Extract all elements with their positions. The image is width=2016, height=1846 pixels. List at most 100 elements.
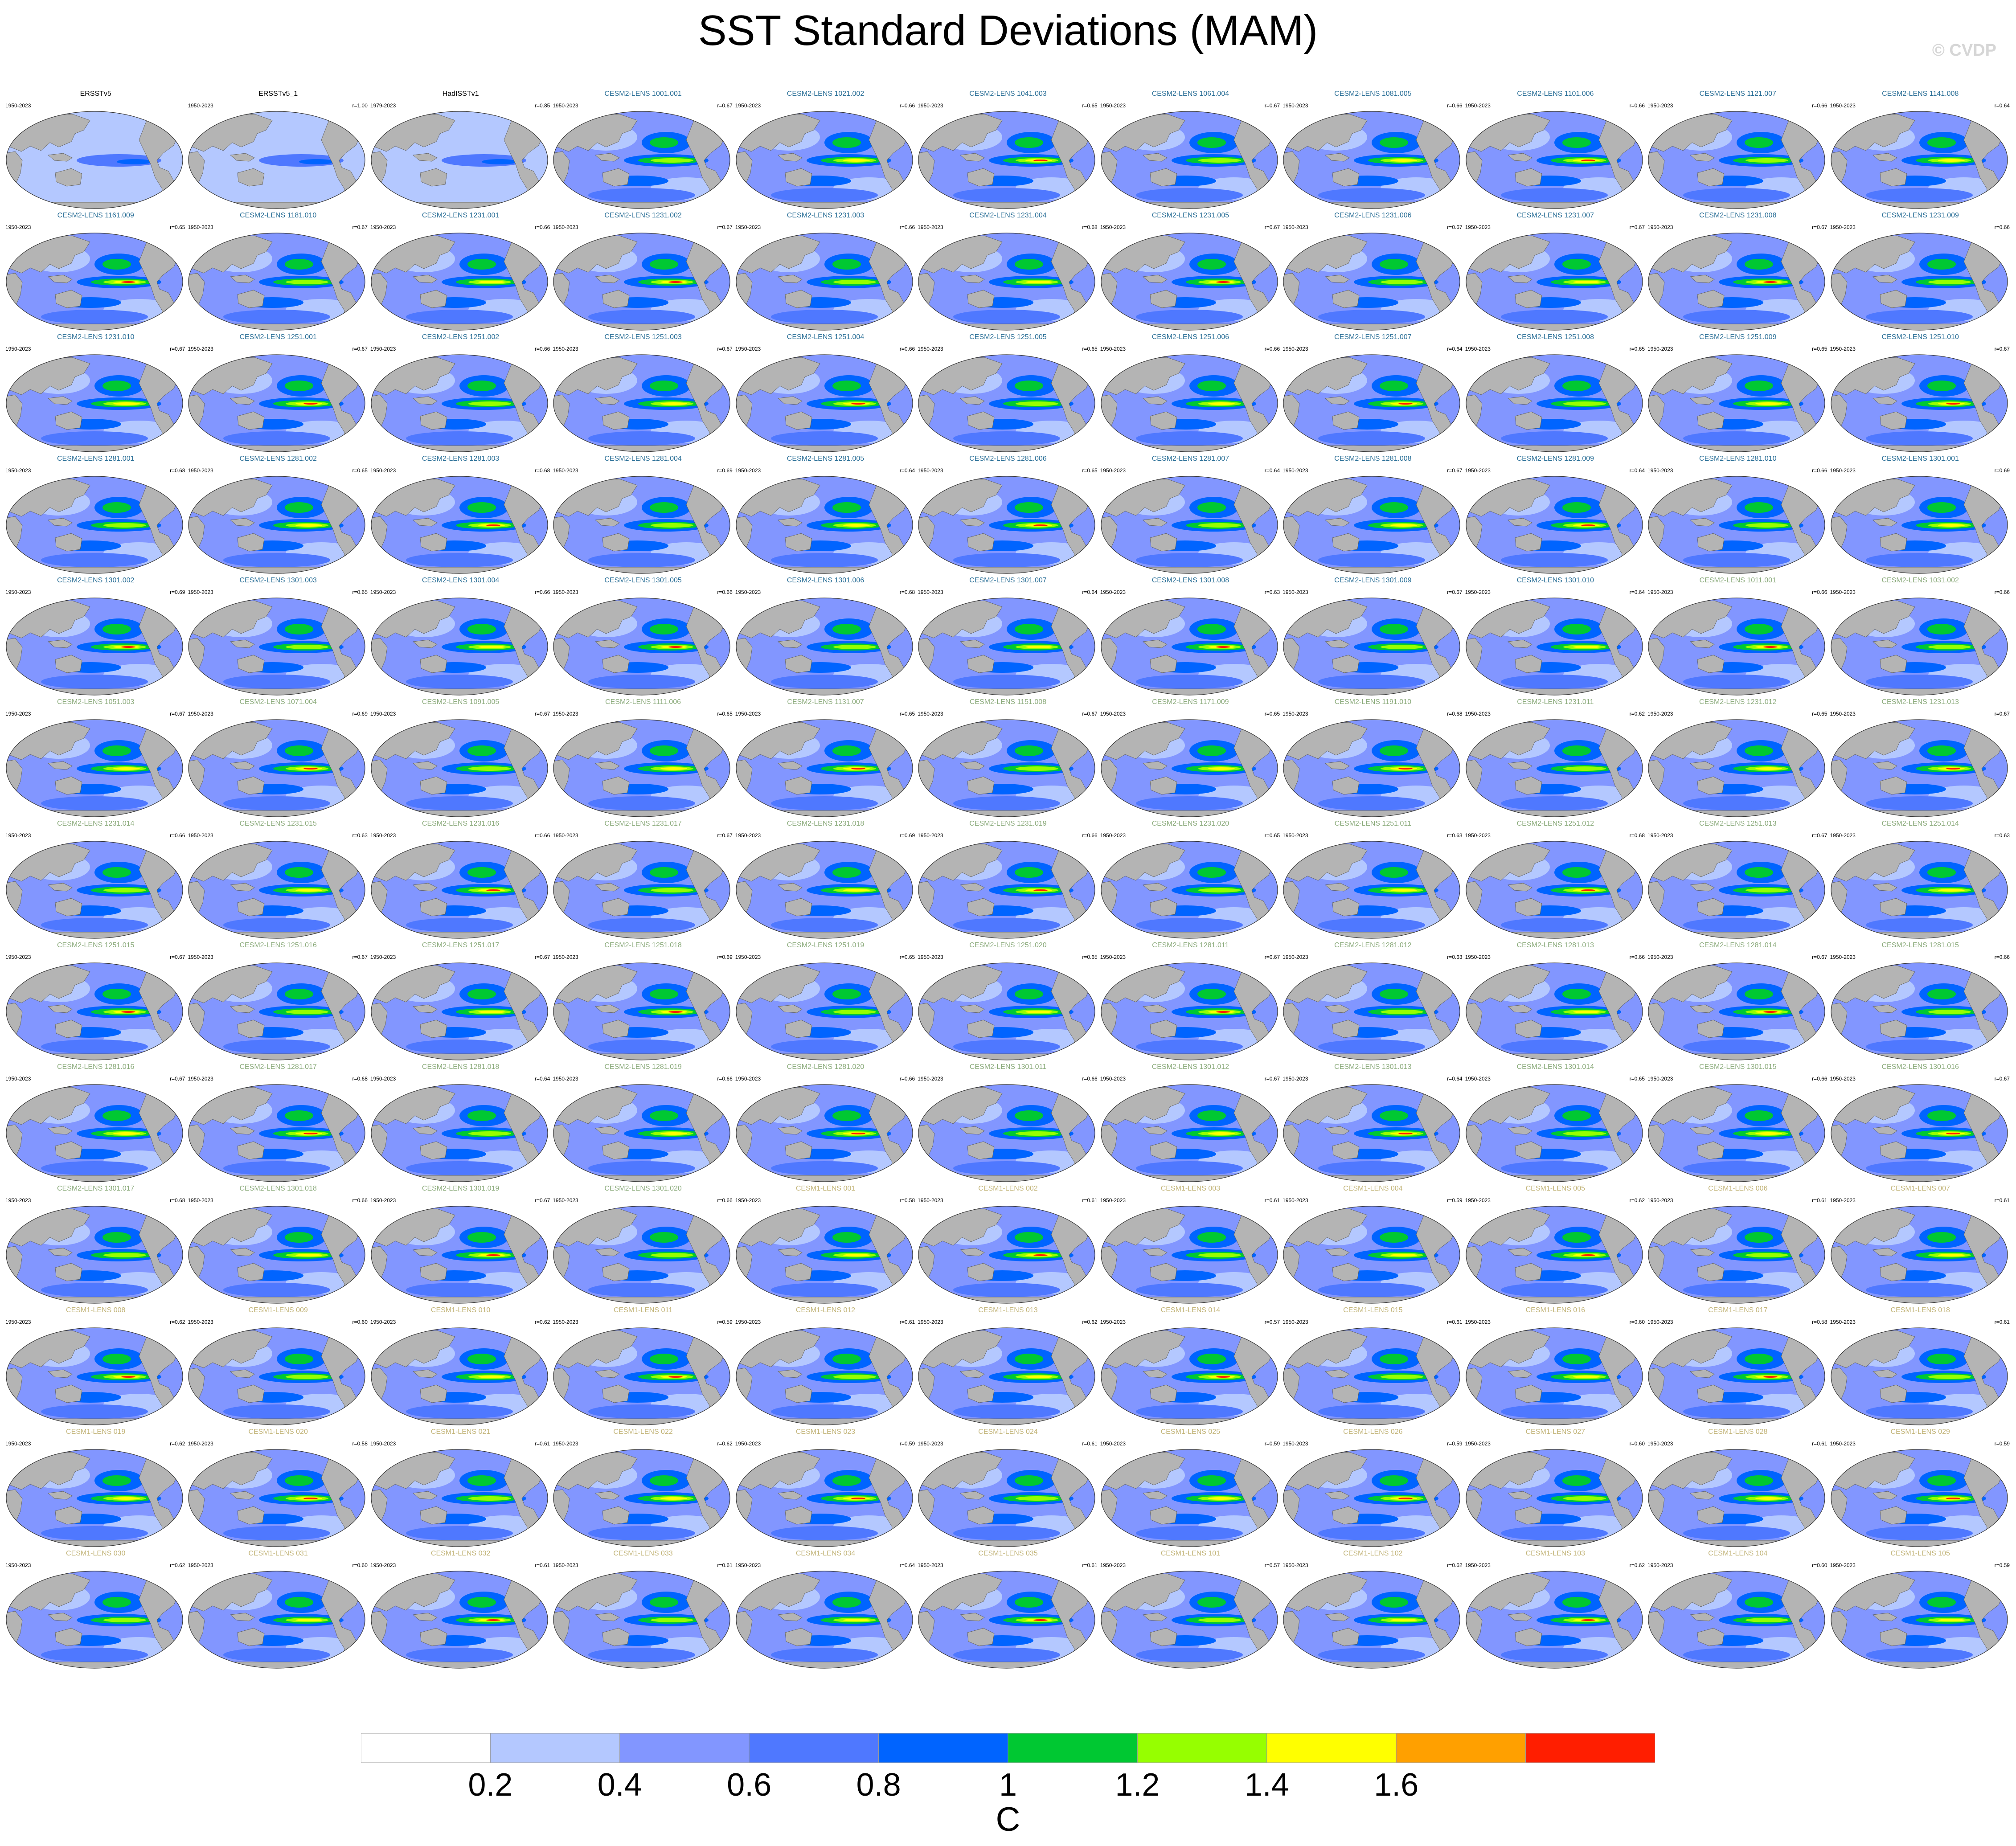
sst-stddev-map	[918, 1571, 1095, 1669]
sst-stddev-map	[188, 598, 366, 696]
sst-stddev-map	[1465, 1327, 1643, 1425]
panel-title: CESM1-LENS 102	[1343, 1550, 1403, 1557]
map-panel: CESM1-LENS 019 1950-2023 r=0.62	[4, 1427, 187, 1549]
sst-stddev-map	[1465, 719, 1643, 817]
sst-stddev-map	[6, 1449, 183, 1547]
panel-title: CESM2-LENS 1251.018	[604, 941, 682, 949]
panel-years: 1950-2023	[1283, 467, 1308, 474]
panel-title: CESM2-LENS 1281.002	[239, 455, 317, 463]
panel-correlation: r=0.66	[534, 589, 550, 595]
panel-correlation: r=0.61	[1812, 1441, 1828, 1447]
map-panel: ERSSTv5_1 1950-2023 r=1.00	[187, 89, 369, 211]
panel-correlation: r=0.62	[170, 1562, 185, 1568]
panel-years: 1950-2023	[1100, 1319, 1126, 1325]
panel-years: 1950-2023	[1647, 224, 1673, 230]
map-panel: CESM2-LENS 1281.013 1950-2023 r=0.66	[1464, 941, 1647, 1062]
panel-title: CESM2-LENS 1061.004	[1151, 90, 1229, 98]
map-panel: CESM2-LENS 1231.012 1950-2023 r=0.65	[1647, 697, 1829, 819]
panel-years: 1950-2023	[553, 1197, 578, 1203]
panel-years: 1950-2023	[553, 1562, 578, 1568]
sst-stddev-map	[1283, 1206, 1460, 1304]
panel-years: 1950-2023	[918, 954, 943, 960]
panel-title: CESM1-LENS 103	[1525, 1550, 1585, 1557]
map-panel: CESM2-LENS 1301.011 1950-2023 r=0.66	[917, 1062, 1099, 1184]
panel-years: 1950-2023	[1100, 1562, 1126, 1568]
sst-stddev-map	[918, 1206, 1095, 1304]
colorbar-swatch	[1008, 1733, 1138, 1763]
panel-correlation: r=0.66	[899, 224, 915, 230]
colorbar-swatch	[1137, 1733, 1267, 1763]
colorbar-tick: 0.2	[468, 1767, 513, 1803]
panel-years: 1950-2023	[5, 1562, 31, 1568]
colorbar-tick: 0.6	[727, 1767, 772, 1803]
panel-title: CESM2-LENS 1281.020	[787, 1063, 865, 1071]
panel-correlation: r=0.60	[1629, 1319, 1645, 1325]
panel-title: CESM2-LENS 1301.013	[1334, 1063, 1412, 1071]
map-panel: CESM2-LENS 1281.005 1950-2023 r=0.64	[734, 454, 917, 576]
panel-title: CESM2-LENS 1231.014	[57, 820, 135, 827]
sst-stddev-map	[1283, 111, 1460, 209]
panel-correlation: r=0.62	[534, 1319, 550, 1325]
sst-stddev-map	[1465, 598, 1643, 696]
panel-correlation: r=0.85	[534, 102, 550, 109]
panel-correlation: r=0.66	[717, 1076, 733, 1082]
sst-stddev-map	[1465, 354, 1643, 452]
map-panel: CESM2-LENS 1281.007 1950-2023 r=0.64	[1099, 454, 1282, 576]
panel-years: 1950-2023	[1283, 832, 1308, 839]
panel-title: CESM2-LENS 1091.005	[422, 698, 500, 706]
sst-stddev-map	[1648, 598, 1825, 696]
map-panel: CESM2-LENS 1301.014 1950-2023 r=0.65	[1464, 1062, 1647, 1184]
map-panel: CESM2-LENS 1231.005 1950-2023 r=0.67	[1099, 211, 1282, 332]
sst-stddev-map	[188, 1327, 366, 1425]
map-panel: CESM1-LENS 003 1950-2023 r=0.61	[1099, 1184, 1282, 1306]
map-panel: CESM2-LENS 1251.020 1950-2023 r=0.65	[917, 941, 1099, 1062]
sst-stddev-map	[1648, 111, 1825, 209]
panel-years: 1950-2023	[1283, 1319, 1308, 1325]
cvdp-credit: © CVDP	[1932, 41, 1996, 60]
panel-correlation: r=0.67	[534, 954, 550, 960]
panel-correlation: r=0.60	[1629, 1441, 1645, 1447]
panel-correlation: r=0.65	[170, 224, 185, 230]
sst-stddev-map	[188, 233, 366, 331]
sst-stddev-map	[188, 111, 366, 209]
panel-years: 1950-2023	[735, 346, 761, 352]
panel-title: HadISSTv1	[442, 90, 479, 98]
map-panel: CESM1-LENS 104 1950-2023 r=0.60	[1647, 1549, 1829, 1670]
map-panel: CESM2-LENS 1301.020 1950-2023 r=0.66	[552, 1184, 734, 1306]
panel-title: CESM2-LENS 1131.007	[787, 698, 864, 706]
panel-correlation: r=0.59	[1994, 1441, 2010, 1447]
panel-title: CESM2-LENS 1251.003	[604, 333, 682, 341]
panel-title: CESM1-LENS 017	[1708, 1306, 1768, 1314]
map-panel: CESM2-LENS 1251.013 1950-2023 r=0.67	[1647, 819, 1829, 941]
map-panel: CESM1-LENS 004 1950-2023 r=0.59	[1282, 1184, 1464, 1306]
panel-correlation: r=0.65	[1812, 346, 1828, 352]
panel-title: CESM2-LENS 1141.008	[1882, 90, 1959, 98]
sst-stddev-map	[736, 1571, 913, 1669]
sst-stddev-map	[736, 1327, 913, 1425]
sst-stddev-map	[1830, 841, 2008, 939]
map-panel: CESM2-LENS 1251.019 1950-2023 r=0.65	[734, 941, 917, 1062]
panel-years: 1979-2023	[370, 102, 396, 109]
panel-correlation: r=0.65	[717, 711, 733, 717]
sst-stddev-map	[1101, 233, 1278, 331]
panel-correlation: r=0.59	[1447, 1197, 1463, 1203]
sst-stddev-map	[371, 1449, 548, 1547]
map-panel: CESM2-LENS 1081.005 1950-2023 r=0.66	[1282, 89, 1464, 211]
sst-stddev-map	[918, 233, 1095, 331]
panel-correlation: r=0.61	[1264, 1197, 1280, 1203]
panel-title: CESM1-LENS 009	[248, 1306, 308, 1314]
map-panel: CESM2-LENS 1281.015 1950-2023 r=0.66	[1829, 941, 2012, 1062]
panel-title: CESM1-LENS 013	[978, 1306, 1038, 1314]
panel-correlation: r=0.69	[170, 589, 185, 595]
panel-years: 1950-2023	[553, 467, 578, 474]
panel-years: 1950-2023	[1100, 467, 1126, 474]
panel-correlation: r=0.62	[1629, 711, 1645, 717]
sst-stddev-map	[371, 1571, 548, 1669]
panel-years: 1950-2023	[1100, 1441, 1126, 1447]
map-panel: CESM2-LENS 1281.020 1950-2023 r=0.66	[734, 1062, 917, 1184]
colorbar-swatch	[749, 1733, 879, 1763]
panel-years: 1950-2023	[735, 589, 761, 595]
panel-title: CESM1-LENS 104	[1708, 1550, 1768, 1557]
panel-title: CESM2-LENS 1251.015	[57, 941, 135, 949]
map-panel: CESM1-LENS 007 1950-2023 r=0.61	[1829, 1184, 2012, 1306]
